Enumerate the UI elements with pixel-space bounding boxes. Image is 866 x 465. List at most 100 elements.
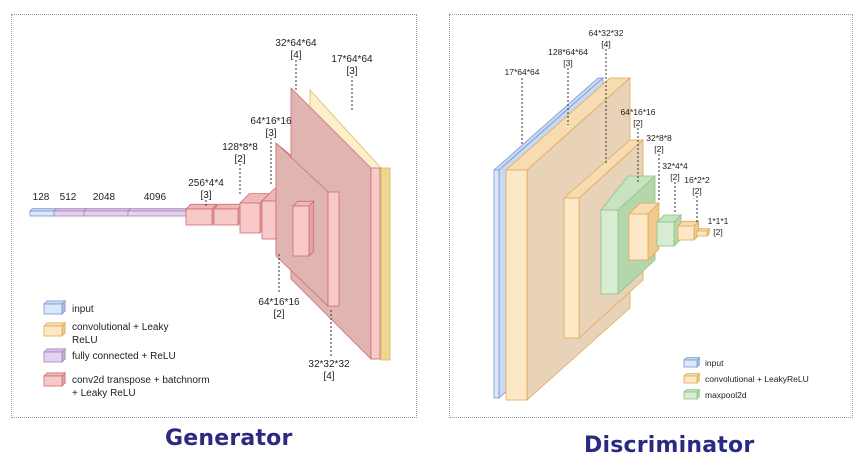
input-legend-icon-front (43, 303, 63, 315)
fc-legend-icon (43, 347, 67, 363)
output-slab-front (380, 167, 391, 361)
discriminator-panel (449, 14, 853, 418)
gen-layer-channel-label: [2] (273, 309, 284, 320)
maxpool-layer-block-front (656, 221, 675, 247)
legend-conv-label: convolutional + Leaky (72, 322, 168, 333)
deconv-layer-block (213, 203, 244, 226)
deconv-legend-icon (43, 371, 67, 387)
fc-label-2048: 2048 (93, 192, 116, 203)
fc-label-512: 512 (60, 192, 77, 203)
maxpool-layer-block (656, 214, 682, 247)
fc-label-4096: 4096 (144, 192, 167, 203)
conv-layer-front (563, 197, 580, 339)
deconv-layer-block-side (308, 200, 315, 257)
disc-layer-channel-label: [2] (654, 144, 663, 154)
disc-layer-size-label: 64*16*16 (621, 107, 656, 117)
fc-layer-block-front (127, 210, 187, 217)
conv-layer-block-front (677, 225, 695, 241)
maxpool-legend-icon-front (683, 391, 698, 400)
disc-layer-size-label: 1*1*1 (708, 216, 729, 226)
maxpool-legend-icon (683, 388, 701, 400)
fc-layer-block (83, 207, 132, 217)
disc-layer-size-label: 32*4*4 (662, 161, 688, 171)
fc-legend-icon-front (43, 351, 63, 363)
discriminator-legend: input convolutional + LeakyReLU maxpool2… (683, 356, 809, 400)
input-legend-icon-front (683, 359, 698, 368)
generator-layers (29, 87, 391, 362)
gen-layer-channel-label: [3] (346, 66, 357, 77)
fc-layer-block (127, 207, 190, 217)
disc-layer-channel-label: [2] (633, 118, 642, 128)
discriminator-layers (492, 77, 711, 401)
legend-deconv-label: conv2d transpose + batchnorm (72, 375, 210, 386)
fc-layer-block-front (53, 210, 85, 217)
deconv-layer-block-front (292, 205, 310, 257)
conv-layer-block (628, 202, 660, 261)
deconv-large-slab-front (370, 167, 381, 360)
gen-layer-channel-label: [4] (290, 50, 301, 61)
legend-maxpool-label: maxpool2d (705, 390, 747, 400)
input-layer-block (29, 207, 58, 217)
generator-caption: Generator (165, 426, 293, 451)
conv-legend-icon (43, 321, 67, 337)
disc-layer-size-label: 17*64*64 (505, 67, 540, 77)
disc-layer-channel-label: [2] (713, 227, 722, 237)
maxpool-layer-front (600, 209, 619, 295)
gen-layer-size-label: 256*4*4 (188, 178, 224, 189)
gen-layer-size-label: 32*32*32 (308, 359, 350, 370)
deconv-layer-block-front (185, 208, 213, 226)
conv-legend-icon (683, 372, 701, 384)
fc-layer-block-front (83, 210, 129, 217)
deconv-layer-block-front (239, 202, 261, 234)
legend-input-label: input (705, 358, 724, 368)
fc-label-128: 128 (33, 192, 50, 203)
disc-layer-size-label: 16*2*2 (684, 175, 710, 185)
generator-legend-icons (43, 299, 67, 387)
gen-layer-size-label: 17*64*64 (331, 54, 373, 65)
discriminator-labels: 17*64*64 128*64*64 [3] 64*32*32 [4] 64*1… (505, 28, 729, 237)
gen-layer-size-label: 128*8*8 (222, 142, 258, 153)
gen-layer-channel-label: [2] (234, 154, 245, 165)
gen-layer-channel-label: [3] (200, 190, 211, 201)
discriminator-label-leaders (521, 49, 698, 222)
conv-layer-block-front (628, 213, 649, 261)
deconv-layer-block (292, 200, 315, 257)
gen-layer-size-label: 64*16*16 (250, 116, 292, 127)
gen-layer-channel-label: [4] (323, 371, 334, 382)
gen-layer-channel-label: [3] (265, 128, 276, 139)
deconv-medium-slab-front (327, 191, 340, 307)
gen-layer-size-label: 32*64*64 (275, 38, 317, 49)
disc-layer-channel-label: [3] (563, 58, 572, 68)
conv-layer-block-front (696, 230, 708, 237)
disc-layer-size-label: 64*32*32 (589, 28, 624, 38)
disc-layer-size-label: 32*8*8 (646, 133, 672, 143)
discriminator-caption: Discriminator (584, 433, 755, 458)
disc-layer-channel-label: [4] (601, 39, 610, 49)
conv-legend-icon-front (43, 325, 63, 337)
deconv-layer-block-front (213, 208, 239, 226)
legend-conv-label: convolutional + LeakyReLU (705, 374, 809, 384)
input-layer-block-front (29, 210, 55, 217)
legend-deconv-label-line2: + Leaky ReLU (72, 388, 136, 399)
input-layer-front (493, 169, 500, 399)
conv-layer-front (505, 169, 528, 401)
legend-conv-label-line2: ReLU (72, 335, 98, 346)
generator-panel (11, 14, 417, 418)
disc-layer-channel-label: [2] (670, 172, 679, 182)
input-legend-icon (43, 299, 67, 315)
generator-legend: input convolutional + Leaky ReLU fully c… (43, 299, 210, 399)
conv-layer-block (696, 227, 711, 237)
legend-input-label: input (72, 304, 94, 315)
fc-layer-block (53, 207, 88, 217)
generator-labels: 128 512 2048 4096 256*4*4 [3] 128*8*8 [2… (33, 38, 373, 382)
conv-legend-icon-front (683, 375, 698, 384)
disc-layer-channel-label: [2] (692, 186, 701, 196)
conv-layer-block (677, 220, 700, 241)
disc-layer-size-label: 128*64*64 (548, 47, 588, 57)
generator-label-leaders (205, 60, 353, 356)
discriminator-legend-icons (683, 356, 701, 400)
input-legend-icon (683, 356, 701, 368)
legend-fc-label: fully connected + ReLU (72, 351, 176, 362)
